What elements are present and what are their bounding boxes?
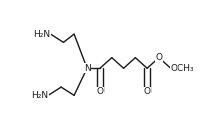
- Text: H₂N: H₂N: [31, 91, 48, 100]
- Text: O: O: [97, 87, 104, 96]
- Text: O: O: [144, 87, 151, 96]
- Text: H₂N: H₂N: [33, 30, 51, 39]
- Text: OCH₃: OCH₃: [171, 64, 194, 73]
- Text: N: N: [84, 64, 90, 73]
- Text: O: O: [155, 53, 163, 62]
